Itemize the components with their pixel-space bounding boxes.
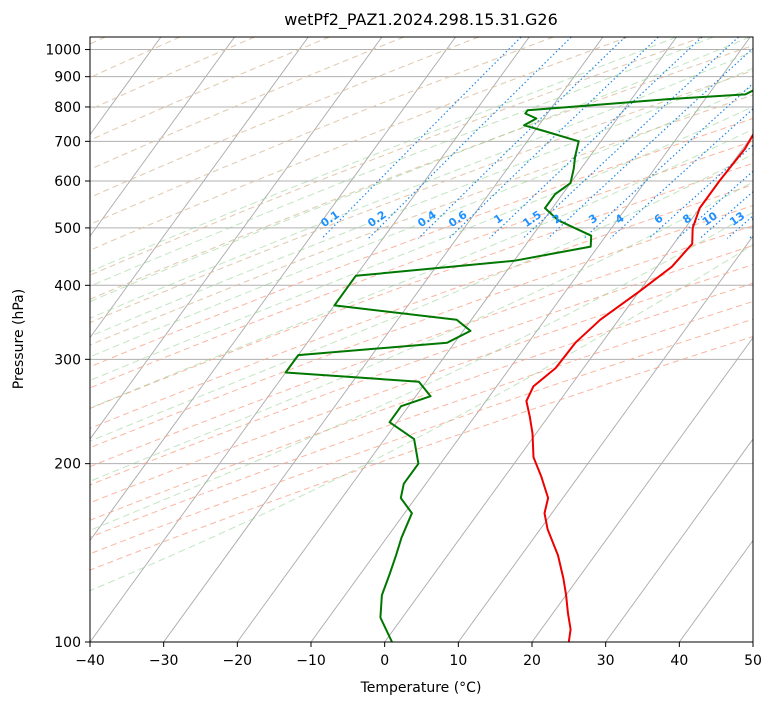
moist-adiabat-30 (90, 211, 753, 531)
chart-title: wetPf2_PAZ1.2024.298.15.31.G26 (284, 10, 558, 30)
x-tick-label: −20 (223, 653, 253, 669)
moist-adiabat-15 (90, 128, 753, 409)
moist-adiabats (90, 37, 753, 592)
dry-adiabat-20 (90, 117, 753, 368)
y-axis-label: Pressure (hPa) (11, 289, 27, 389)
y-tick-label: 800 (54, 100, 81, 116)
moist-adiabat-0 (90, 67, 753, 337)
dry-adiabat-90 (90, 263, 753, 504)
y-tick-label: 600 (54, 174, 81, 190)
x-axis-label: Temperature (°C) (360, 680, 482, 696)
x-tick-label: 20 (523, 653, 541, 669)
y-axis-ticks: 100 200 300 400 500 600 700 800 900 1000 (45, 43, 90, 651)
dry-adiabat-80 (90, 244, 753, 486)
dry-adiabat--20 (90, 37, 703, 276)
y-tick-label: 300 (54, 352, 81, 368)
mixing-ratio-0.2 (368, 37, 572, 239)
isotherm-10 (457, 235, 753, 642)
mixing-ratio-label: 16 (749, 209, 769, 229)
dry-adiabat-120 (90, 318, 753, 555)
plot-area: 0.10.20.40.611.52346810131620253036-100-… (90, 37, 769, 642)
profiles (284, 89, 753, 642)
isotherm--60 (90, 37, 383, 440)
mixing-ratio-2 (547, 47, 753, 239)
x-axis-ticks: −40 −30 −20 −10 0 10 20 30 40 50 (75, 642, 762, 669)
x-tick-label: −30 (149, 653, 179, 669)
x-tick-label: −10 (296, 653, 326, 669)
dry-adiabat--60 (90, 37, 405, 170)
x-tick-label: 10 (449, 653, 467, 669)
y-tick-label: 500 (54, 221, 81, 237)
dry-adiabat-30 (90, 140, 753, 389)
plot-frame (89, 36, 754, 643)
isotherm--50 (90, 37, 456, 542)
x-tick-label: 50 (744, 653, 762, 669)
dry-adiabat-60 (90, 204, 753, 449)
mixing-ratio-3 (583, 82, 753, 239)
isobar-gridlines (90, 49, 753, 642)
x-tick-label: 0 (380, 653, 389, 669)
mixing-ratio-0.4 (417, 37, 626, 239)
x-tick-label: 40 (670, 653, 688, 669)
isotherm--30 (163, 37, 604, 642)
y-tick-label: 700 (54, 134, 81, 150)
moist-adiabat-25 (90, 181, 753, 482)
isotherm-20 (531, 336, 753, 642)
y-tick-label: 400 (54, 278, 81, 294)
y-tick-label: 100 (54, 635, 81, 651)
dry-adiabat--30 (90, 37, 629, 251)
dry-adiabat--10 (90, 44, 753, 300)
moist-adiabat-20 (90, 153, 753, 442)
isotherm--20 (236, 37, 677, 642)
y-tick-label: 200 (54, 457, 81, 473)
x-tick-label: 30 (597, 653, 615, 669)
mixing-ratio-1.5 (522, 37, 739, 239)
y-tick-label: 900 (54, 70, 81, 86)
y-tick-label: 1000 (45, 43, 81, 59)
temperature-profile (525, 132, 753, 642)
isotherm-30 (605, 438, 753, 642)
dry-adiabat-10 (90, 94, 753, 346)
moist-adiabat--10 (90, 37, 751, 303)
moist-adiabat--15 (90, 37, 714, 287)
dry-adiabat--80 (90, 37, 255, 111)
isotherm--70 (90, 37, 309, 339)
moist-adiabat--20 (90, 37, 677, 273)
dry-adiabat-110 (90, 300, 753, 538)
x-tick-label: −40 (75, 653, 105, 669)
isotherm--10 (310, 37, 751, 642)
dry-adiabat--50 (90, 37, 479, 198)
dewpoint-profile (284, 89, 753, 642)
